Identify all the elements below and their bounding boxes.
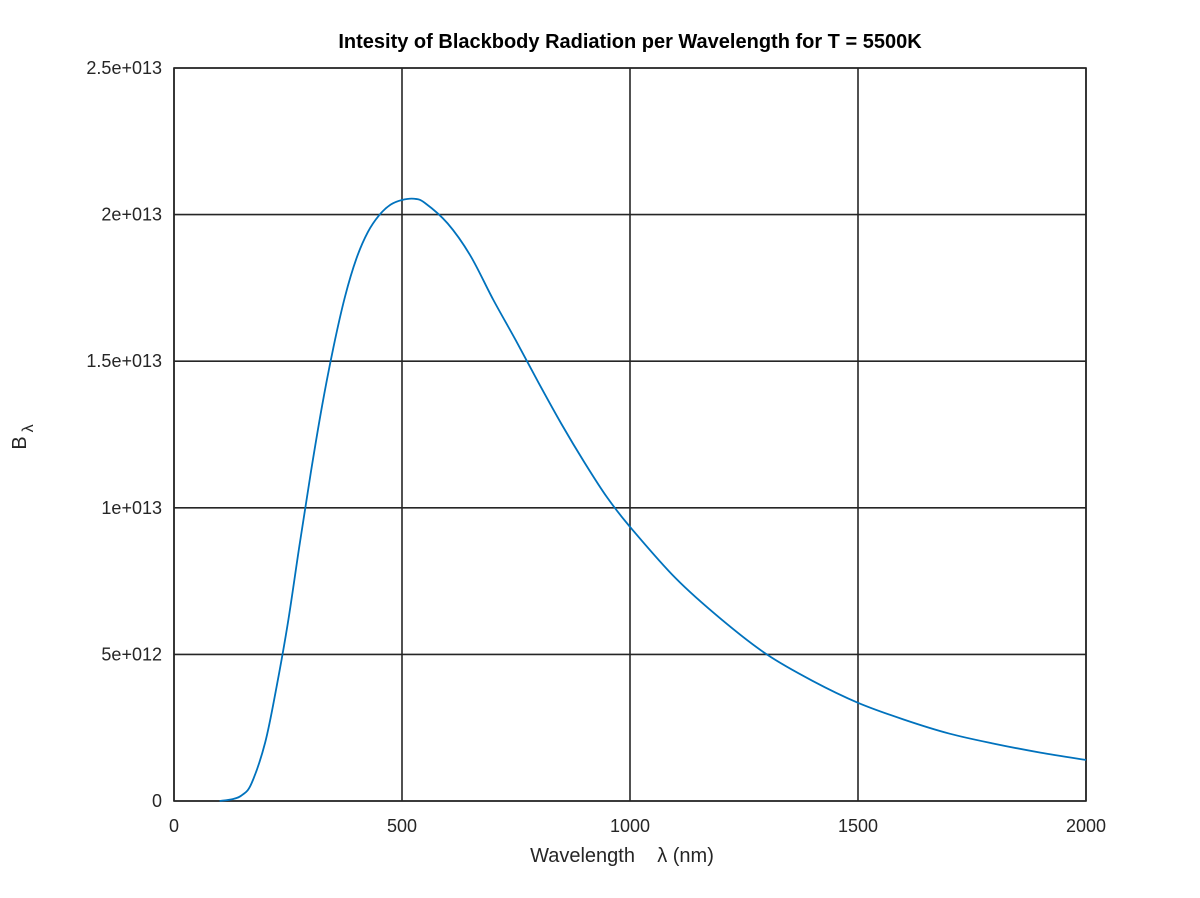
y-tick-label: 2.5e+013 [86, 58, 162, 78]
x-tick-labels: 0 500 1000 1500 2000 [169, 816, 1106, 836]
y-tick-label: 1.5e+013 [86, 351, 162, 371]
y-axis-label-main: B [9, 436, 31, 449]
y-axis-label: Bλ [9, 424, 37, 449]
y-axis-label-subscript: λ [20, 424, 37, 432]
y-tick-label: 5e+012 [101, 644, 162, 664]
series-layer [219, 197, 1087, 802]
y-tick-label: 0 [152, 791, 162, 811]
x-tick-label: 0 [169, 816, 179, 836]
y-tick-label: 1e+013 [101, 498, 162, 518]
y-tick-label: 2e+013 [101, 205, 162, 225]
y-axis-label-group: Bλ [9, 424, 37, 449]
plot-frame [173, 67, 1087, 802]
x-tick-label: 2000 [1066, 816, 1106, 836]
x-tick-label: 1500 [838, 816, 878, 836]
x-axis-label: Wavelength λ (nm) [530, 845, 714, 867]
y-tick-labels: 0 5e+012 1e+013 1.5e+013 2e+013 2.5e+013 [86, 58, 162, 811]
chart-title: Intesity of Blackbody Radiation per Wave… [338, 31, 922, 53]
x-tick-label: 500 [387, 816, 417, 836]
x-tick-label: 1000 [610, 816, 650, 836]
series-line [219, 197, 1087, 802]
